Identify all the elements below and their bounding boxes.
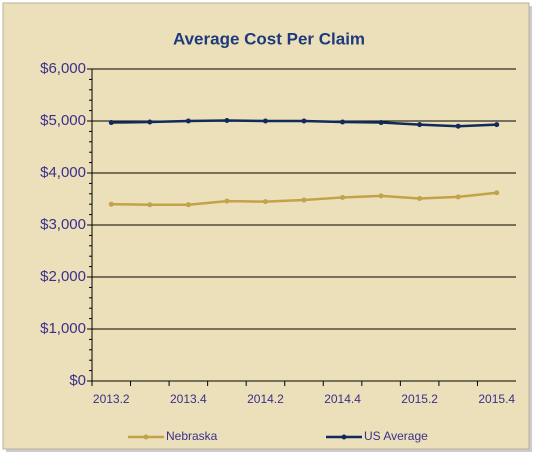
y-tick-label: $4,000 [40,164,86,181]
legend-label: US Average [364,429,428,443]
panel [2,2,530,450]
x-tick-label: 2013.2 [93,392,130,406]
legend-marker [341,434,347,440]
data-point [262,199,268,205]
legend-marker [143,434,149,440]
data-point [224,198,230,204]
data-point [301,118,307,124]
data-point [108,201,114,207]
data-point [494,122,500,128]
data-point [378,120,384,126]
data-point [455,194,461,200]
x-tick-label: 2015.2 [401,392,438,406]
data-point [147,119,153,125]
y-tick-label: $1,000 [40,320,86,337]
data-point [340,119,346,125]
x-tick-label: 2013.4 [170,392,207,406]
data-point [147,202,153,208]
y-tick-label: $6,000 [40,60,86,77]
legend-label: Nebraska [166,429,218,443]
data-point [378,193,384,199]
data-point [455,123,461,129]
y-tick-label: $3,000 [40,216,86,233]
x-tick-label: 2014.4 [324,392,361,406]
x-tick-label: 2014.2 [247,392,284,406]
data-point [417,122,423,128]
y-tick-label: $5,000 [40,112,86,129]
chart-title: Average Cost Per Claim [173,29,365,48]
data-point [185,202,191,208]
data-point [301,197,307,203]
data-point [108,120,114,126]
data-point [340,194,346,200]
data-point [224,117,230,123]
y-tick-label: $2,000 [40,268,86,285]
x-tick-label: 2015.4 [478,392,515,406]
data-point [494,190,500,196]
data-point [262,118,268,124]
data-point [185,118,191,124]
data-point [417,195,423,201]
y-tick-label: $0 [69,372,86,389]
